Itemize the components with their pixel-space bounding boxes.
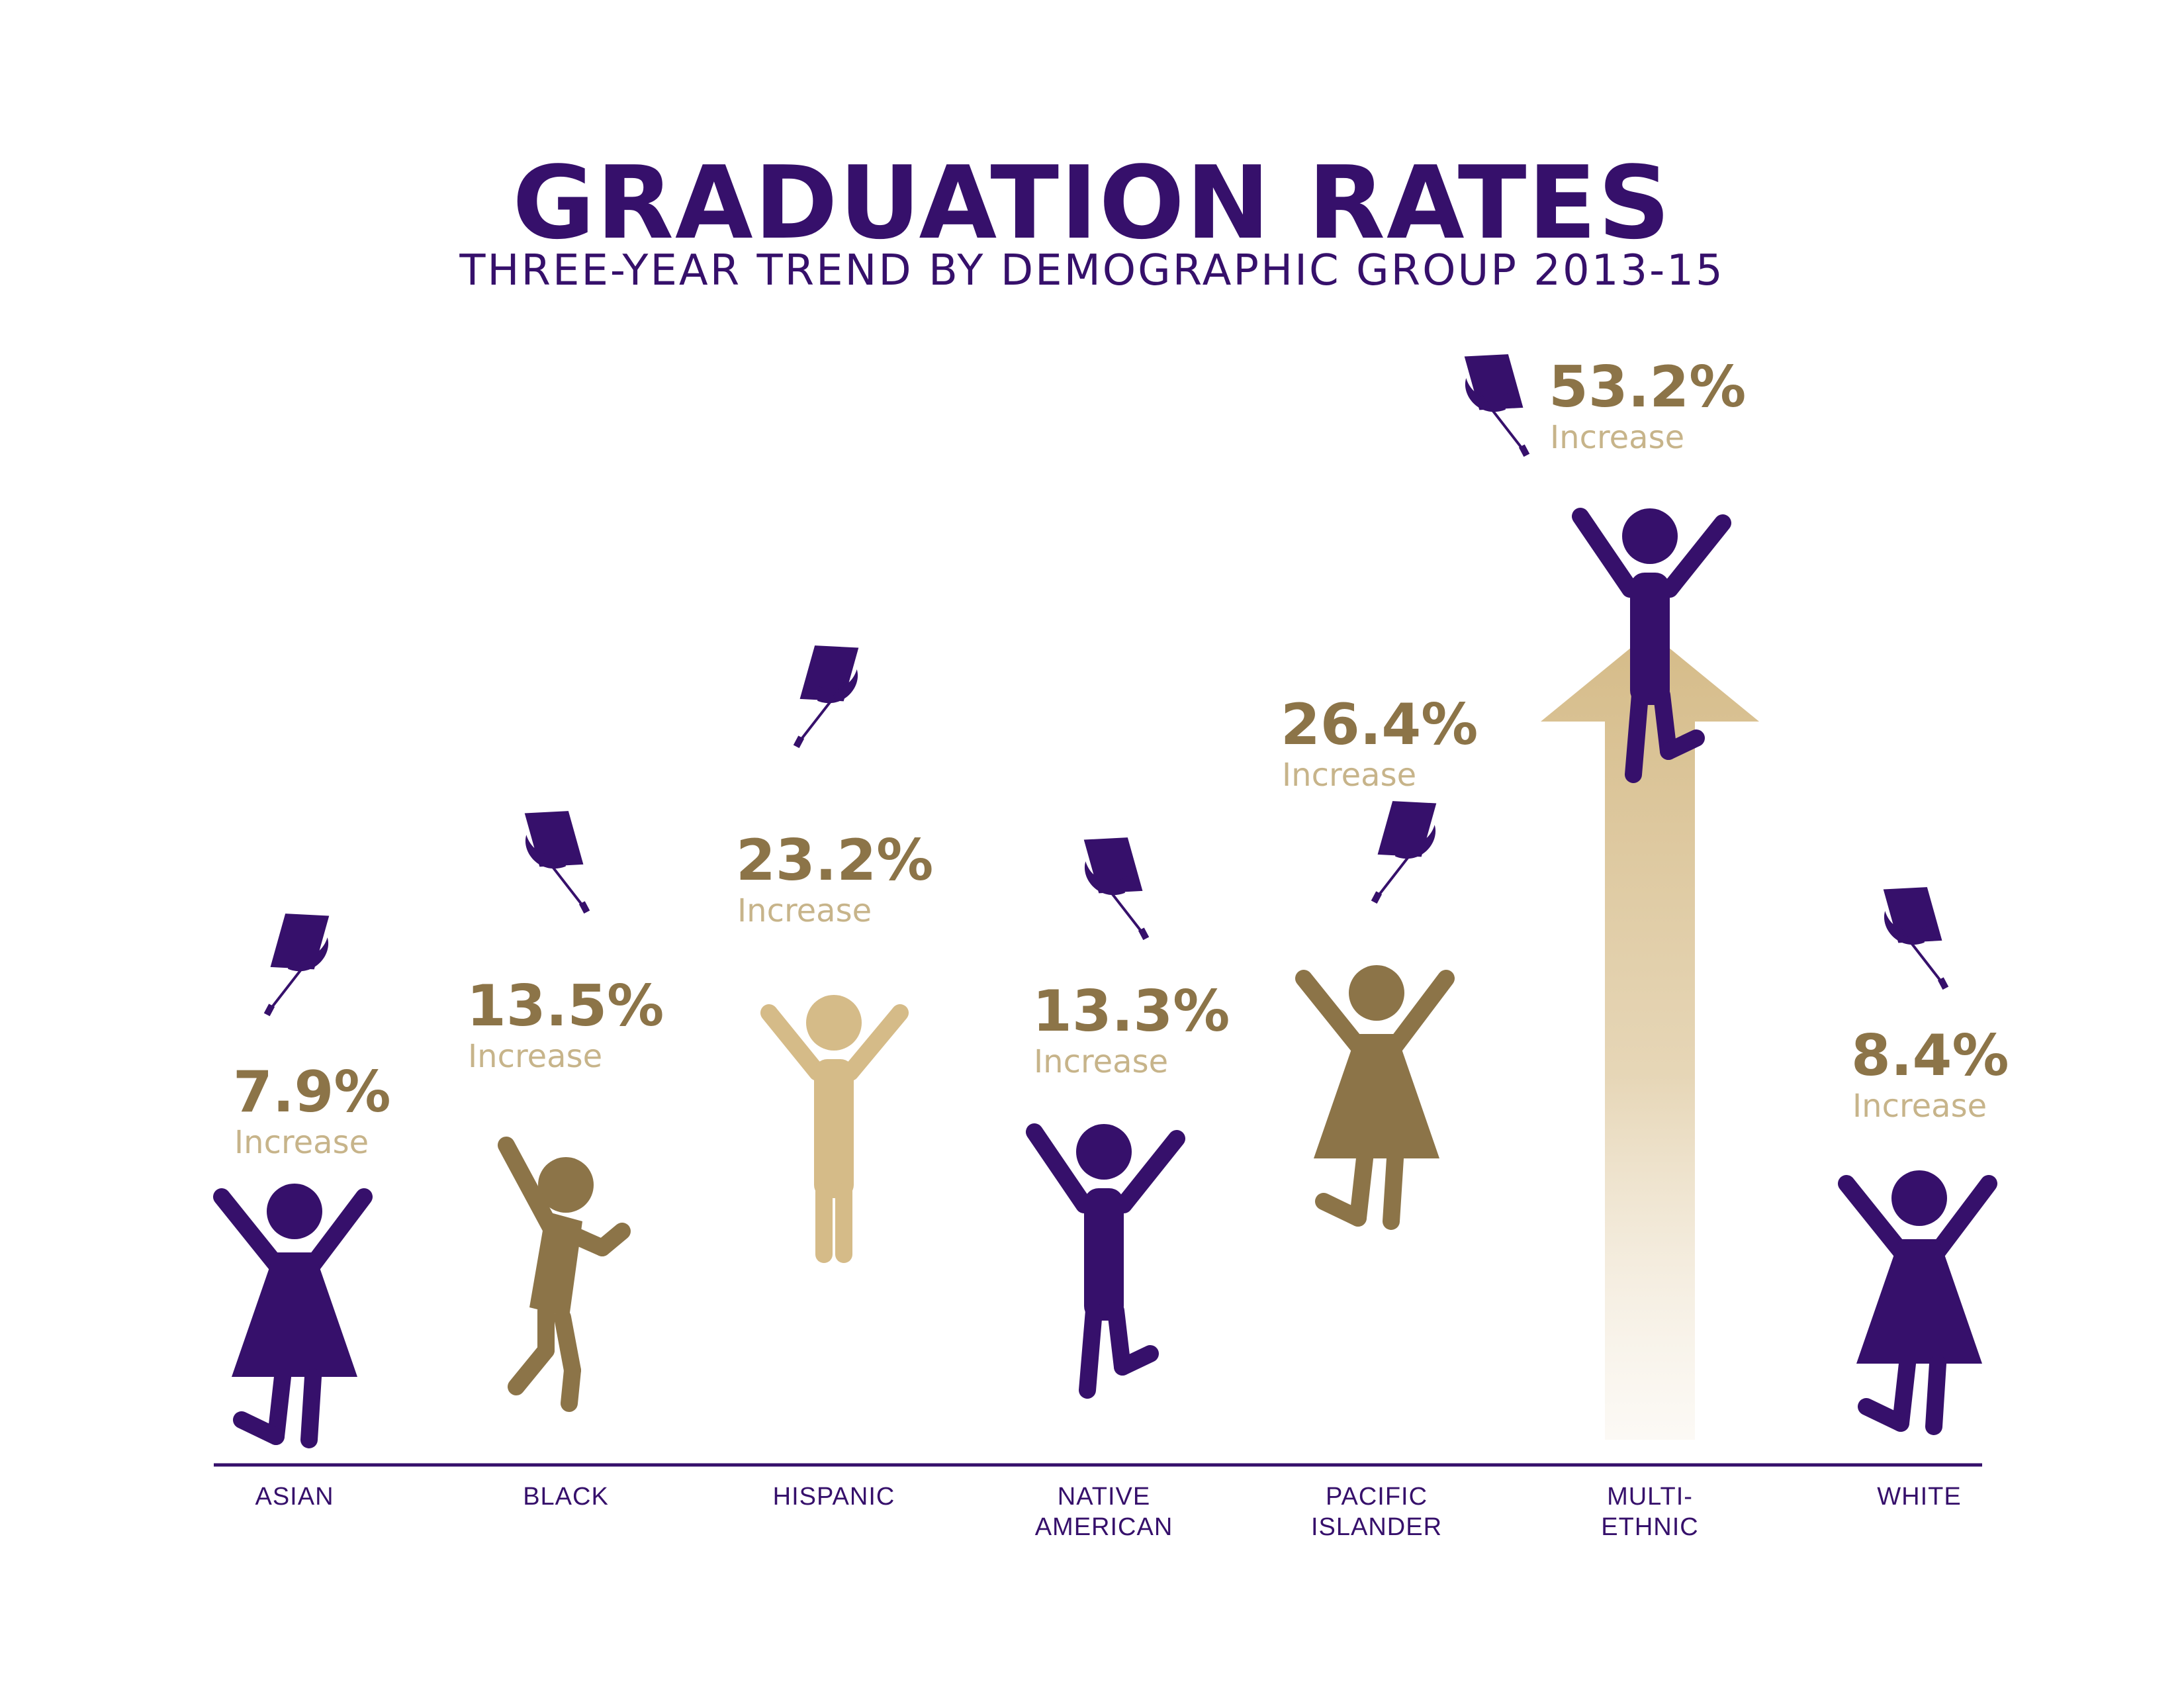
figure-4 — [1026, 1123, 1185, 1399]
increase-label: Increase — [1852, 1088, 1987, 1125]
increase-label: Increase — [234, 1124, 369, 1161]
figure-5 — [1295, 965, 1455, 1230]
value-label: 53.2% — [1549, 354, 1747, 420]
highlight-arrow — [1541, 632, 1759, 1440]
category-label-line: MULTI- — [1607, 1483, 1693, 1511]
figure-head — [1349, 965, 1404, 1021]
category-label: ASIAN — [175, 1481, 414, 1512]
figure-head — [1622, 508, 1678, 564]
value-label: 8.4% — [1851, 1023, 2009, 1089]
category-label-line: NATIVE — [1057, 1483, 1151, 1511]
figure-6 — [1572, 508, 1731, 783]
graduation-cap-icon — [1464, 354, 1530, 457]
value-label: 13.3% — [1032, 978, 1230, 1045]
increase-label: Increase — [1550, 419, 1685, 456]
category-label: HISPANIC — [715, 1481, 953, 1512]
graduation-cap-icon — [793, 645, 859, 749]
category-label: PACIFIC ISLANDER — [1257, 1481, 1496, 1542]
chart-title: GRADUATION RATES — [512, 144, 1672, 261]
increase-label: Increase — [1034, 1043, 1169, 1080]
figure-head — [1076, 1124, 1132, 1180]
figure-1 — [213, 1184, 373, 1448]
increase-label: Increase — [1282, 757, 1417, 794]
chart-subtitle: THREE-YEAR TREND BY DEMOGRAPHIC GROUP 20… — [459, 246, 1725, 295]
figure-7 — [1838, 1170, 1997, 1435]
figure-head — [538, 1157, 594, 1213]
category-label-line: BLACK — [523, 1483, 609, 1511]
category-label: MULTI- ETHNIC — [1531, 1481, 1769, 1542]
category-label: WHITE — [1800, 1481, 2038, 1512]
category-label-line: ISLANDER — [1310, 1513, 1443, 1541]
graduation-cap-icon — [263, 914, 330, 1017]
graduation-cap-icon — [524, 811, 590, 914]
increase-label: Increase — [737, 892, 872, 929]
figure-3 — [760, 995, 909, 1263]
category-label-line: ASIAN — [255, 1483, 334, 1511]
value-label: 7.9% — [233, 1059, 391, 1125]
figure-head — [1891, 1170, 1947, 1226]
category-label-line: HISPANIC — [772, 1483, 895, 1511]
figure-head — [267, 1184, 322, 1239]
figure-2 — [498, 1137, 631, 1412]
graduation-cap-icon — [1083, 837, 1150, 941]
value-label: 26.4% — [1281, 692, 1479, 758]
figure-head — [806, 995, 862, 1051]
value-label: 23.2% — [736, 827, 934, 894]
category-label-line: WHITE — [1877, 1483, 1962, 1511]
category-label-line: AMERICAN — [1034, 1513, 1173, 1541]
graduation-cap-icon — [1883, 887, 1949, 990]
graduation-cap-icon — [1371, 801, 1437, 904]
category-label: NATIVE AMERICAN — [985, 1481, 1223, 1542]
value-label: 13.5% — [467, 973, 664, 1039]
category-label-line: ETHNIC — [1601, 1513, 1699, 1541]
increase-label: Increase — [468, 1038, 603, 1075]
category-label: BLACK — [447, 1481, 685, 1512]
category-label-line: PACIFIC — [1325, 1483, 1428, 1511]
